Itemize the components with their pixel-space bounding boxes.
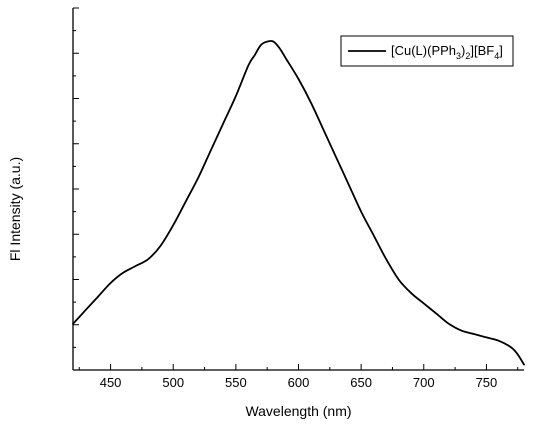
x-tick-label: 500 <box>162 375 184 390</box>
x-tick-label: 650 <box>350 375 372 390</box>
x-tick-label: 700 <box>413 375 435 390</box>
x-axis-title: Wavelength (nm) <box>245 403 351 419</box>
y-axis-ticks <box>73 7 79 371</box>
y-axis-title: Fl Intensity (a.u.) <box>7 157 23 261</box>
x-tick-label: 750 <box>476 375 498 390</box>
x-tick-label: 600 <box>288 375 310 390</box>
legend-label-0: [Cu(L)(PPh3)2][BF4] <box>391 43 503 61</box>
x-tick-label: 450 <box>100 375 122 390</box>
legend: [Cu(L)(PPh3)2][BF4] <box>340 35 514 67</box>
series-line-0 <box>72 40 525 366</box>
x-tick-label: 550 <box>225 375 247 390</box>
x-axis-ticks: 450 500 550 600 650 700 750 <box>78 364 519 390</box>
